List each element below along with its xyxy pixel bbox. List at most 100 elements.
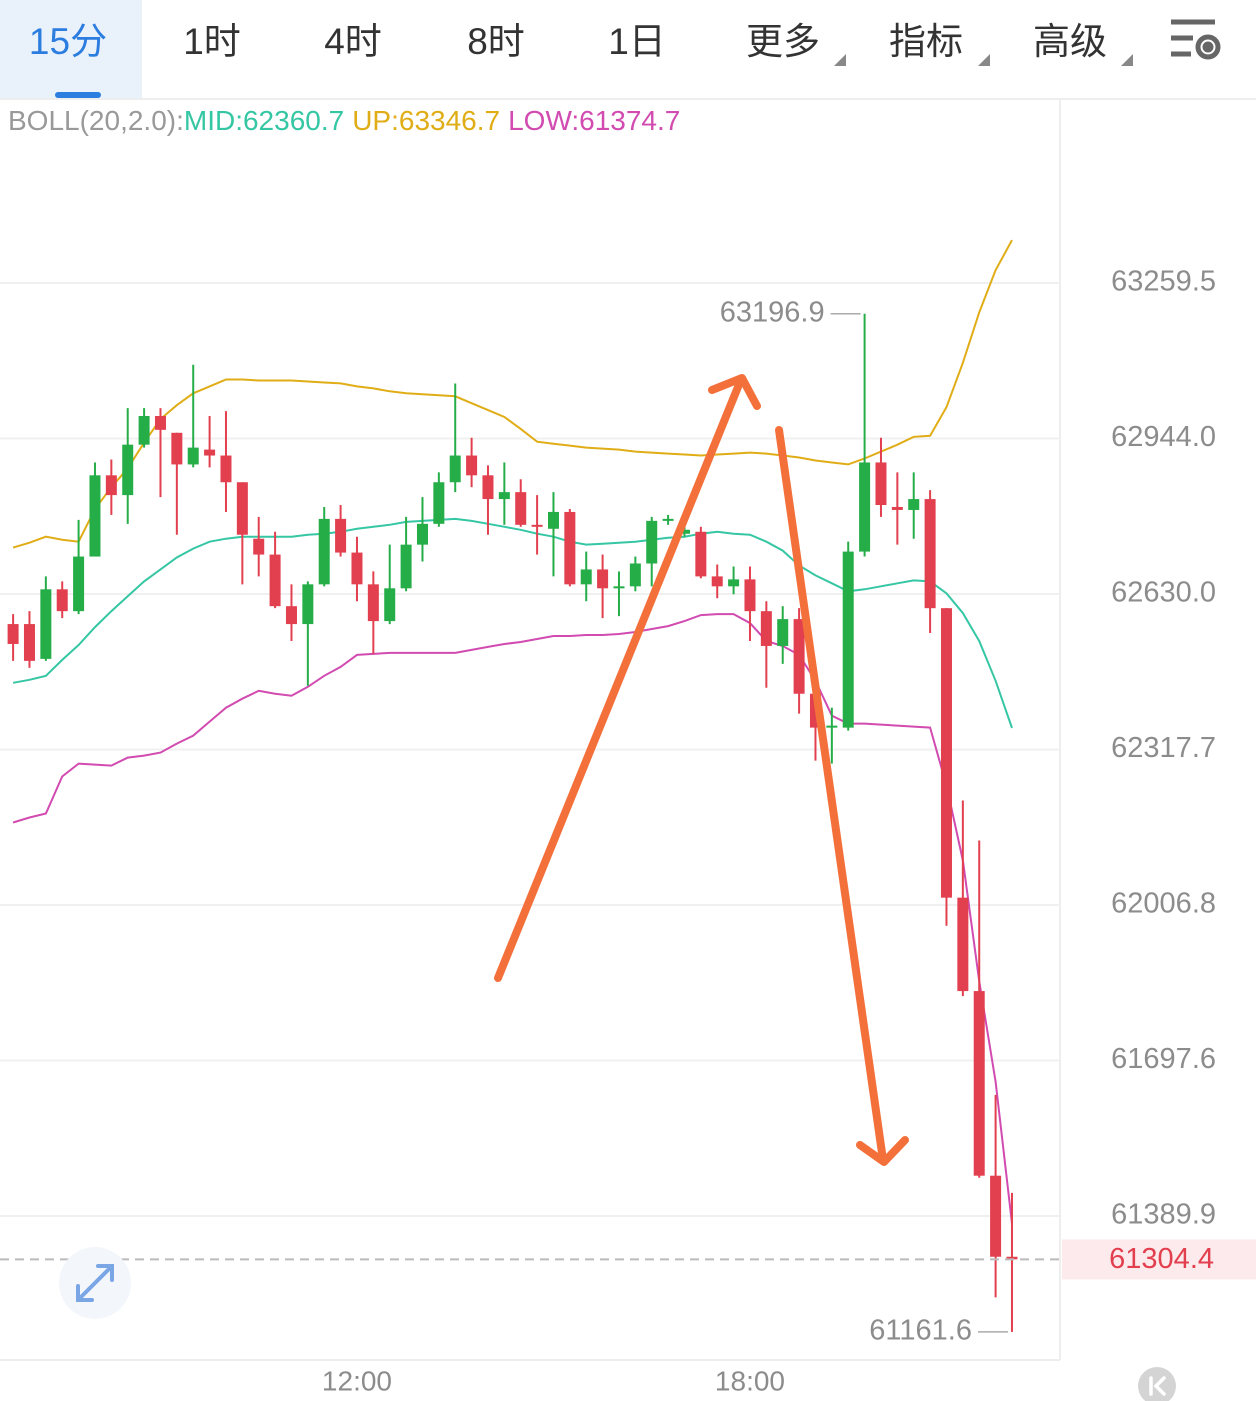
candle-body xyxy=(826,725,838,728)
x-tick-label: 12:00 xyxy=(322,1365,392,1396)
candle-body xyxy=(73,556,85,612)
candle-body xyxy=(466,455,478,476)
candle-body xyxy=(384,588,396,622)
candle-body xyxy=(793,619,805,694)
candle-body xyxy=(760,611,772,646)
candle-body xyxy=(416,523,428,545)
candle-body xyxy=(1006,1256,1018,1260)
band-line xyxy=(12,239,1013,549)
x-tick-label: 18:00 xyxy=(715,1365,785,1396)
candle-body xyxy=(613,586,625,589)
candle-body xyxy=(154,416,166,430)
candle-body xyxy=(449,455,461,483)
candle-body xyxy=(40,589,52,659)
min-label: 61161.6 xyxy=(869,1315,972,1347)
candle-body xyxy=(728,579,740,587)
settings-icon[interactable] xyxy=(1171,19,1221,60)
candle-body xyxy=(564,511,576,585)
scroll-end-button[interactable] xyxy=(1138,1367,1176,1401)
candle-body xyxy=(662,518,674,521)
candle-body xyxy=(973,991,985,1176)
candle-body xyxy=(400,544,412,589)
candle-body xyxy=(105,475,117,496)
candle-body xyxy=(646,520,658,564)
dropdown-arrow xyxy=(834,54,846,66)
candles xyxy=(7,313,1018,1332)
candle-body xyxy=(957,897,969,992)
candle-body xyxy=(171,432,183,465)
candle-body xyxy=(302,584,314,625)
candle-body xyxy=(204,449,216,456)
candle-body xyxy=(285,606,297,625)
candle-body xyxy=(859,462,871,552)
candle-body xyxy=(335,518,347,553)
max-label: 63196.9 xyxy=(720,296,825,328)
tab[interactable]: 4时 xyxy=(324,21,382,62)
candle-body xyxy=(89,475,101,557)
candle-body xyxy=(744,579,756,612)
current-price-bg xyxy=(1062,1239,1256,1280)
tab-indicator xyxy=(55,92,101,98)
candle-body xyxy=(269,554,281,607)
candle-body xyxy=(236,482,248,535)
candle-body xyxy=(678,529,690,534)
candle-body xyxy=(891,506,903,510)
expand-button[interactable] xyxy=(59,1247,131,1319)
y-tick-label: 61697.6 xyxy=(1111,1043,1216,1075)
tab[interactable]: 1时 xyxy=(183,21,241,62)
y-tick-label: 62630.0 xyxy=(1111,577,1216,609)
candle-body xyxy=(253,538,265,555)
candle-body xyxy=(597,569,609,589)
candle-body xyxy=(515,492,527,525)
candle-body xyxy=(875,462,887,506)
dropdown-arrow xyxy=(1121,54,1133,66)
candle-body xyxy=(842,551,854,728)
candle-body xyxy=(629,563,641,587)
candle-body xyxy=(990,1175,1002,1257)
y-tick-label: 62317.7 xyxy=(1111,732,1216,764)
candle-body xyxy=(482,475,494,500)
tab[interactable]: 1日 xyxy=(608,21,666,62)
indicator-label: BOLL(20,2.0): xyxy=(8,105,184,136)
candle-body xyxy=(122,444,134,496)
current-price-label: 61304.4 xyxy=(1109,1243,1214,1275)
candle-body xyxy=(940,608,952,898)
candle-body xyxy=(908,499,920,510)
tab[interactable]: 高级 xyxy=(1033,21,1107,62)
candle-body xyxy=(777,619,789,646)
tab[interactable]: 8时 xyxy=(467,21,525,62)
candle-body xyxy=(220,455,232,483)
dropdown-arrow xyxy=(978,54,990,66)
tab[interactable]: 更多 xyxy=(746,21,820,62)
candle-body xyxy=(351,552,363,585)
bollinger xyxy=(12,239,1013,1224)
annotation-arrows xyxy=(494,374,909,1166)
candle-body xyxy=(711,576,723,587)
candle-body xyxy=(580,569,592,585)
legend-entry: LOW:61374.7 xyxy=(508,105,680,136)
labels: 63259.5 62944.0 62630.0 62317.7 62006.8 61697… xyxy=(0,266,1256,1396)
legend-entry: UP:63346.7 xyxy=(352,105,500,136)
candle-body xyxy=(138,416,150,445)
candle-body xyxy=(23,624,35,661)
y-tick-label: 62944.0 xyxy=(1111,421,1216,453)
candle-body xyxy=(7,624,19,644)
selected-tab-bg xyxy=(0,0,142,98)
candle-body xyxy=(433,482,445,524)
tab[interactable]: 15分 xyxy=(29,21,107,62)
y-tick-label: 62006.8 xyxy=(1111,888,1216,920)
candle-body xyxy=(498,492,510,500)
legend-entry: MID:62360.7 xyxy=(184,105,344,136)
candle-body xyxy=(924,499,936,609)
tab[interactable]: 指标 xyxy=(889,21,963,62)
candle-body xyxy=(547,511,559,529)
candle-body xyxy=(367,584,379,622)
candle-body xyxy=(318,518,330,585)
band-line xyxy=(12,613,1013,1224)
y-tick-label: 61389.9 xyxy=(1111,1199,1216,1231)
candle-body xyxy=(695,531,707,577)
candle-body xyxy=(187,447,199,465)
candle-body xyxy=(56,589,68,612)
indicator-legend: BOLL(20,2.0):MID:62360.7 UP:63346.7 LOW:61… xyxy=(8,105,680,136)
